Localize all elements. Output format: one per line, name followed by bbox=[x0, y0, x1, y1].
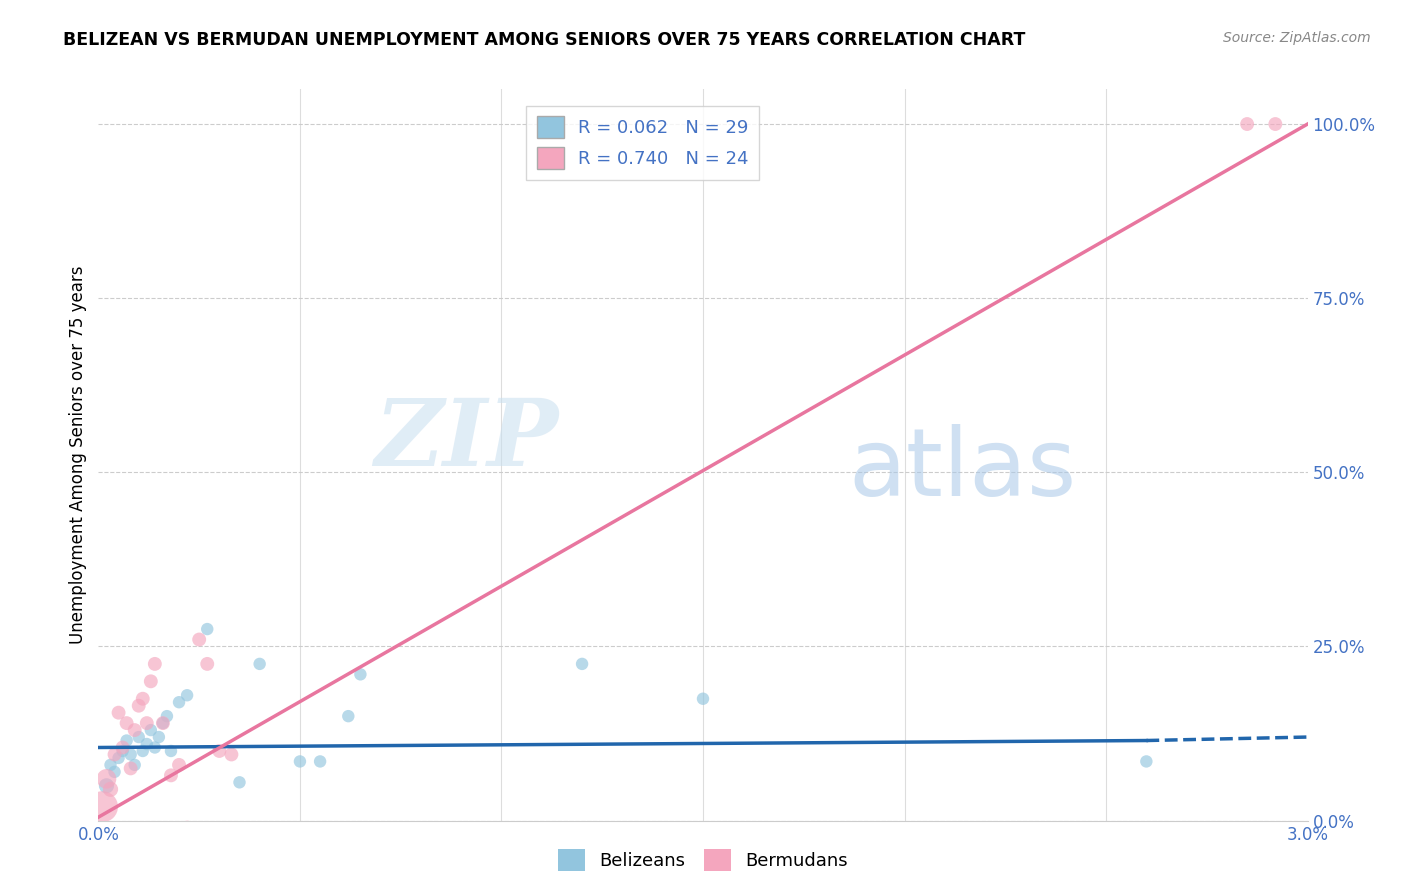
Legend: R = 0.062   N = 29, R = 0.740   N = 24: R = 0.062 N = 29, R = 0.740 N = 24 bbox=[526, 105, 759, 180]
Point bbox=[128, 730, 150, 744]
Legend: Belizeans, Bermudans: Belizeans, Bermudans bbox=[551, 842, 855, 879]
Point bbox=[111, 744, 134, 758]
Point bbox=[309, 755, 332, 769]
Point bbox=[107, 751, 129, 765]
Point bbox=[160, 744, 183, 758]
Point bbox=[228, 775, 250, 789]
Point bbox=[167, 695, 190, 709]
Point bbox=[195, 622, 218, 636]
Point bbox=[176, 821, 198, 835]
Text: atlas: atlas bbox=[848, 424, 1077, 516]
Point bbox=[167, 758, 190, 772]
Point bbox=[188, 632, 211, 647]
Point bbox=[96, 772, 118, 786]
Point bbox=[135, 737, 157, 751]
Point bbox=[111, 740, 134, 755]
Point bbox=[100, 758, 122, 772]
Point bbox=[1135, 755, 1157, 769]
Point bbox=[132, 691, 155, 706]
Point bbox=[152, 716, 174, 731]
Point bbox=[571, 657, 593, 671]
Point bbox=[152, 716, 174, 731]
Point bbox=[148, 730, 170, 744]
Point bbox=[337, 709, 360, 723]
Point bbox=[120, 761, 142, 775]
Point bbox=[176, 688, 198, 702]
Point bbox=[692, 691, 714, 706]
Point bbox=[156, 709, 179, 723]
Point bbox=[103, 764, 125, 779]
Point bbox=[96, 779, 118, 793]
Point bbox=[221, 747, 243, 762]
Point bbox=[135, 716, 157, 731]
Point bbox=[100, 782, 122, 797]
Point bbox=[143, 657, 166, 671]
Text: BELIZEAN VS BERMUDAN UNEMPLOYMENT AMONG SENIORS OVER 75 YEARS CORRELATION CHART: BELIZEAN VS BERMUDAN UNEMPLOYMENT AMONG … bbox=[63, 31, 1025, 49]
Text: Source: ZipAtlas.com: Source: ZipAtlas.com bbox=[1223, 31, 1371, 45]
Point bbox=[115, 733, 138, 747]
Point bbox=[124, 758, 146, 772]
Point bbox=[349, 667, 371, 681]
Point bbox=[208, 744, 231, 758]
Point bbox=[1236, 117, 1258, 131]
Point bbox=[139, 723, 162, 737]
Point bbox=[128, 698, 150, 713]
Point bbox=[132, 744, 155, 758]
Point bbox=[103, 747, 125, 762]
Point bbox=[195, 657, 218, 671]
Text: ZIP: ZIP bbox=[374, 395, 558, 485]
Point bbox=[124, 723, 146, 737]
Point bbox=[249, 657, 271, 671]
Point bbox=[1264, 117, 1286, 131]
Point bbox=[115, 716, 138, 731]
Point bbox=[120, 747, 142, 762]
Point bbox=[288, 755, 311, 769]
Point bbox=[91, 799, 114, 814]
Y-axis label: Unemployment Among Seniors over 75 years: Unemployment Among Seniors over 75 years bbox=[69, 266, 87, 644]
Point bbox=[160, 768, 183, 782]
Point bbox=[107, 706, 129, 720]
Point bbox=[143, 740, 166, 755]
Point bbox=[139, 674, 162, 689]
